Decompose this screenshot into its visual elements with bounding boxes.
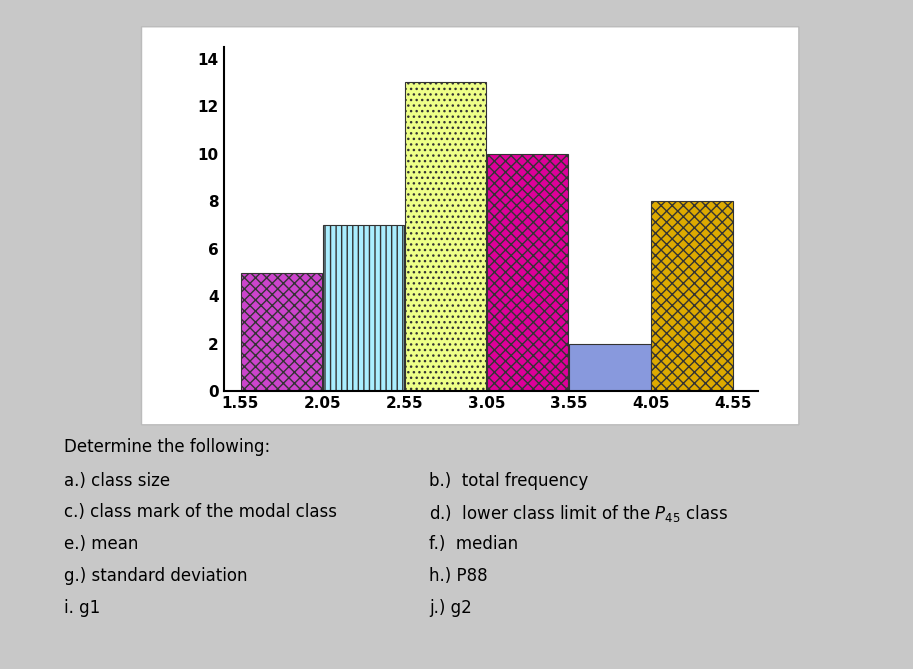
Bar (322, 225, 404, 391)
FancyBboxPatch shape (142, 27, 799, 425)
Text: h.) P88: h.) P88 (429, 567, 488, 585)
Bar (651, 201, 733, 391)
Text: b.)  total frequency: b.) total frequency (429, 472, 588, 490)
Text: f.)  median: f.) median (429, 535, 519, 553)
Text: a.) class size: a.) class size (64, 472, 170, 490)
Text: e.) mean: e.) mean (64, 535, 138, 553)
Text: i. g1: i. g1 (64, 599, 100, 617)
Bar (404, 82, 487, 391)
Text: g.) standard deviation: g.) standard deviation (64, 567, 247, 585)
Bar (487, 154, 569, 391)
Text: d.)  lower class limit of the $P_{45}$ class: d.) lower class limit of the $P_{45}$ cl… (429, 503, 729, 524)
Bar (240, 272, 322, 391)
Text: Determine the following:: Determine the following: (64, 438, 270, 456)
Text: c.) class mark of the modal class: c.) class mark of the modal class (64, 503, 337, 521)
Bar (569, 344, 651, 391)
Text: j.) g2: j.) g2 (429, 599, 472, 617)
